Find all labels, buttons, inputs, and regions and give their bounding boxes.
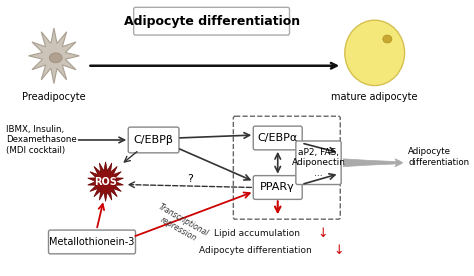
FancyBboxPatch shape	[48, 230, 136, 254]
Ellipse shape	[49, 53, 62, 63]
FancyBboxPatch shape	[128, 127, 179, 153]
FancyBboxPatch shape	[253, 176, 302, 199]
Text: Adipocyte differentiation: Adipocyte differentiation	[124, 15, 300, 28]
FancyBboxPatch shape	[253, 126, 302, 150]
Circle shape	[345, 20, 405, 86]
Text: ROS: ROS	[94, 177, 117, 187]
Text: aP2, FAS,
Adiponectin
...: aP2, FAS, Adiponectin ...	[292, 148, 346, 178]
Text: ↓: ↓	[333, 244, 344, 257]
Polygon shape	[28, 28, 79, 84]
Text: Adipocyte
differentiation: Adipocyte differentiation	[408, 147, 469, 166]
Text: C/EBPβ: C/EBPβ	[134, 135, 173, 145]
FancyBboxPatch shape	[296, 141, 341, 185]
Text: C/EBPα: C/EBPα	[257, 133, 298, 143]
Text: Lipid accumulation: Lipid accumulation	[214, 229, 301, 238]
Ellipse shape	[383, 35, 392, 43]
Text: Adipocyte differentiation: Adipocyte differentiation	[199, 246, 312, 255]
Text: ?: ?	[187, 174, 193, 184]
Polygon shape	[88, 162, 123, 201]
Text: mature adipocyte: mature adipocyte	[331, 92, 418, 102]
Text: Preadipocyte: Preadipocyte	[22, 92, 86, 102]
Text: IBMX, Insulin,
Dexamethasone
(MDI cocktail): IBMX, Insulin, Dexamethasone (MDI cockta…	[6, 125, 77, 155]
Text: ↓: ↓	[318, 227, 328, 240]
Text: Transcriptional
repression: Transcriptional repression	[152, 203, 210, 248]
Text: PPARγ: PPARγ	[260, 182, 295, 192]
Text: Metallothionein-3: Metallothionein-3	[49, 237, 135, 247]
FancyBboxPatch shape	[134, 7, 290, 35]
